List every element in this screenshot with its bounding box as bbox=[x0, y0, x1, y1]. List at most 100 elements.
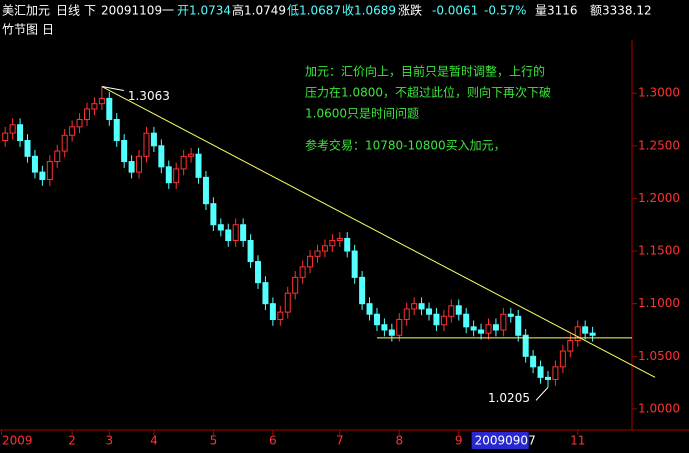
close: 收1.0689 bbox=[342, 4, 396, 18]
candle-body bbox=[210, 203, 217, 226]
annotation-label: 1.3063 bbox=[128, 89, 170, 103]
candle-body bbox=[17, 124, 24, 142]
trend-line bbox=[101, 86, 656, 378]
nav: 下 bbox=[84, 4, 96, 18]
candle-body bbox=[69, 126, 76, 136]
candle-body bbox=[180, 155, 187, 170]
candle-body bbox=[202, 176, 209, 205]
candle-body bbox=[359, 276, 366, 305]
candle-body bbox=[255, 261, 262, 284]
candle-body bbox=[277, 311, 284, 320]
change-label: 涨跌 bbox=[398, 3, 422, 18]
weekday: 一 bbox=[162, 4, 174, 18]
candle-body bbox=[440, 315, 447, 326]
candle-body bbox=[225, 229, 232, 242]
candle-body bbox=[403, 308, 410, 320]
annotation-label: 1.0205 bbox=[488, 391, 530, 405]
candle-body bbox=[485, 324, 492, 334]
candle-body bbox=[195, 153, 202, 178]
candle-body bbox=[24, 140, 31, 157]
note-line: 参考交易：10780-10800买入加元， bbox=[305, 138, 506, 153]
candle-body bbox=[314, 250, 321, 257]
x-tick-label: 11 bbox=[570, 434, 585, 448]
x-tick-label: 5 bbox=[210, 434, 218, 448]
amount: 额3338.12 bbox=[590, 4, 652, 18]
candle-body bbox=[351, 250, 358, 278]
cursor-tick-box bbox=[471, 432, 529, 449]
candle-body bbox=[544, 376, 551, 380]
y-tick-label: 1.3000 bbox=[638, 86, 680, 100]
candle-body bbox=[61, 134, 68, 152]
symbol: 美汇加元 bbox=[2, 4, 50, 18]
style-period: 日 bbox=[42, 23, 54, 37]
candle-body bbox=[113, 118, 120, 142]
low: 低1.0687 bbox=[287, 4, 341, 18]
candle-body bbox=[46, 161, 53, 180]
candle-body bbox=[136, 155, 143, 173]
x-tick-label: 6 bbox=[269, 434, 277, 448]
candle-body bbox=[98, 97, 105, 105]
candle-body bbox=[515, 315, 522, 336]
candle-body bbox=[507, 313, 514, 317]
candle-body bbox=[574, 326, 581, 342]
x-tick-label: 2 bbox=[68, 434, 76, 448]
note-line: 加元：汇价向上，目前只是暂时调整，上行的 bbox=[305, 64, 545, 79]
candle-body bbox=[522, 334, 529, 357]
candle-body bbox=[284, 292, 291, 313]
x-tick-label: 9 bbox=[455, 434, 463, 448]
candle-body bbox=[106, 97, 113, 120]
period: 日线 bbox=[56, 4, 80, 18]
date: 20091109 bbox=[101, 4, 162, 18]
candle-body bbox=[76, 118, 83, 128]
candle-body bbox=[150, 132, 157, 147]
candle-body bbox=[411, 303, 418, 310]
candle-body bbox=[39, 171, 46, 180]
y-tick-label: 1.1500 bbox=[638, 244, 680, 258]
candle-body bbox=[165, 166, 172, 184]
candle-body bbox=[128, 161, 135, 173]
candle-body bbox=[582, 326, 589, 334]
y-tick-label: 1.2000 bbox=[638, 191, 680, 205]
y-tick-label: 1.0000 bbox=[638, 401, 680, 415]
candle-body bbox=[54, 150, 61, 163]
candle-body bbox=[470, 326, 477, 331]
candle-body bbox=[500, 313, 507, 331]
candle-body bbox=[448, 305, 455, 317]
x-tick-label: 8 bbox=[395, 434, 403, 448]
change: -0.0061 bbox=[432, 4, 478, 18]
note-line: 压力在1.0800，不超过此位，则向下再次下破 bbox=[305, 85, 551, 100]
change-pct: -0.57% bbox=[484, 4, 526, 18]
candle-body bbox=[373, 313, 380, 326]
annotation-leader bbox=[535, 387, 549, 401]
note-line: 1.0600只是时间问题 bbox=[305, 107, 419, 121]
candle-body bbox=[262, 282, 269, 305]
candle-body bbox=[143, 132, 150, 157]
candle-body bbox=[478, 329, 485, 334]
candle-body bbox=[336, 237, 343, 242]
candle-body bbox=[269, 303, 276, 320]
candle-body bbox=[299, 266, 306, 278]
annotation-leader bbox=[101, 86, 124, 92]
candle-body bbox=[396, 318, 403, 336]
candle-body bbox=[366, 303, 373, 315]
cursor-tick-label: 20090907 bbox=[475, 434, 536, 448]
candle-body bbox=[492, 324, 499, 331]
x-tick-label: 3 bbox=[105, 434, 113, 448]
candle-body bbox=[344, 237, 351, 252]
candle-body bbox=[388, 329, 395, 336]
candle-body bbox=[240, 224, 247, 242]
candle-body bbox=[567, 340, 574, 352]
y-tick-label: 1.2500 bbox=[638, 138, 680, 152]
candle-body bbox=[463, 313, 470, 328]
candle-body bbox=[426, 308, 433, 315]
candle-body bbox=[31, 155, 38, 173]
x-tick-label: 4 bbox=[150, 434, 158, 448]
high: 高1.0749 bbox=[232, 3, 286, 18]
candle-body bbox=[173, 168, 180, 184]
candle-body bbox=[552, 366, 559, 380]
y-tick-label: 1.1000 bbox=[638, 296, 680, 310]
candle-body bbox=[381, 324, 388, 331]
candle-body bbox=[530, 355, 537, 368]
style: 竹节图 bbox=[2, 23, 38, 37]
